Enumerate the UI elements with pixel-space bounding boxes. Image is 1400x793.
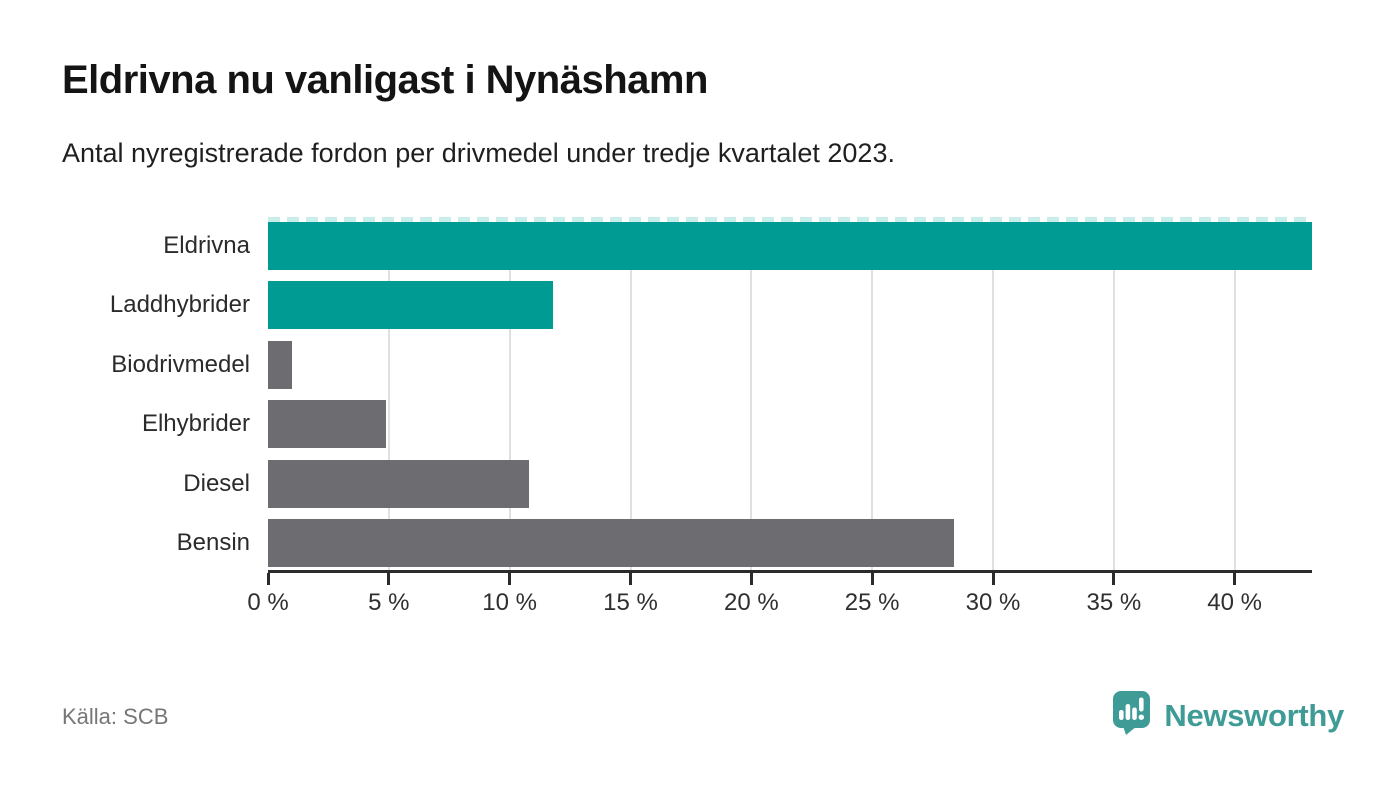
axis-tick-label: 30 % <box>965 589 1021 616</box>
category-label: Biodrivmedel <box>111 350 250 378</box>
axis-tick <box>266 573 270 585</box>
gridline <box>629 217 632 570</box>
axis-tick <box>629 573 632 585</box>
category-label: Bensin <box>176 529 250 556</box>
axis-tick <box>749 573 753 585</box>
axis-tick <box>1112 573 1116 585</box>
axis-tick <box>870 573 874 585</box>
category-label: Eldrivna <box>163 232 250 259</box>
gridline <box>1112 217 1115 570</box>
newsworthy-logo: Newsworthy <box>1112 690 1344 741</box>
category-label: Elhybrider <box>141 410 250 438</box>
x-axis: 0 % 5 % 10 % 15 % 20 % 25 % 30 % 35 % 40 % <box>247 570 1312 633</box>
plot-area <box>268 217 1312 570</box>
bar <box>268 519 955 567</box>
clipped-bar-dash-line <box>268 217 1312 222</box>
bar <box>268 340 293 389</box>
newsworthy-wordmark: Newsworthy <box>1164 697 1344 733</box>
axis-tick <box>1233 573 1237 585</box>
gridline <box>387 217 390 570</box>
axis-tick-label: 20 % <box>723 589 779 616</box>
axis-tick-label: 40 % <box>1207 589 1263 616</box>
source-label: Källa: SCB <box>62 704 169 729</box>
axis-tick <box>508 573 512 585</box>
category-label: Diesel <box>183 469 250 497</box>
gridline <box>1233 217 1236 570</box>
gridline <box>508 217 511 570</box>
chart-title: Eldrivna nu vanligast i Nynäshamn <box>62 58 708 102</box>
bar <box>268 400 387 449</box>
gridline <box>992 217 994 570</box>
newsworthy-bubble-chart-icon <box>1112 690 1152 741</box>
axis-tick-label: 25 % <box>844 589 900 616</box>
axis-tick-label: 15 % <box>603 589 658 616</box>
axis-tick-label: 5 % <box>368 589 410 616</box>
category-label-column: Eldrivna Laddhybrider Biodrivmedel Elhybrid… <box>0 217 250 570</box>
chart-subtitle: Antal nyregistrerade fordon per drivmede… <box>62 138 895 168</box>
axis-tick-label: 10 % <box>482 589 538 616</box>
gridline <box>871 217 874 570</box>
bar <box>268 222 1312 270</box>
bar <box>268 459 529 508</box>
bar <box>268 281 554 330</box>
category-label: Laddhybrider <box>109 291 250 319</box>
gridline <box>750 217 753 570</box>
axis-tick-label: 0 % <box>247 589 289 616</box>
axis-tick <box>387 573 391 585</box>
axis-tick <box>991 573 995 585</box>
axis-tick-label: 35 % <box>1086 589 1142 616</box>
